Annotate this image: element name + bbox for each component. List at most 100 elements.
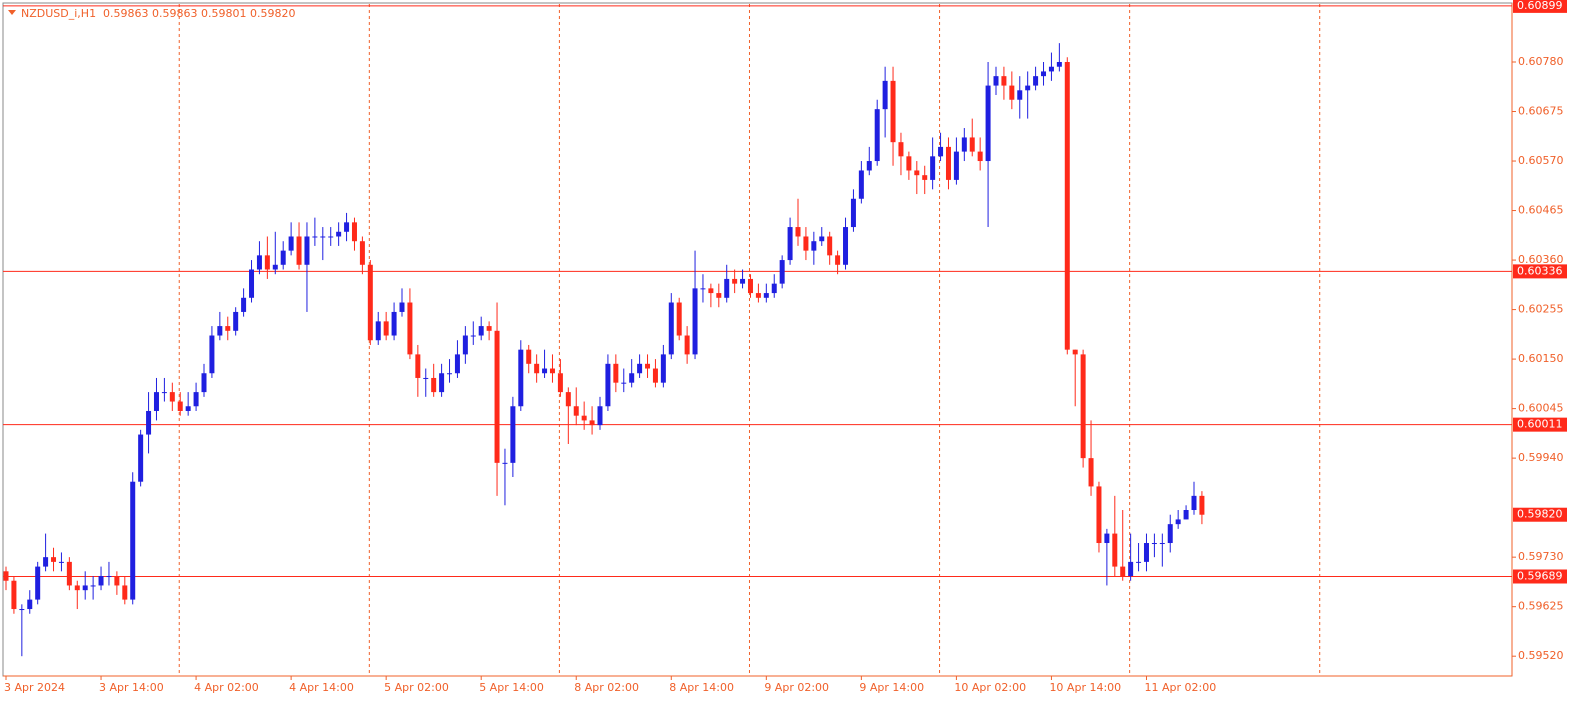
candle-body: [534, 363, 540, 374]
candle-body: [106, 576, 112, 578]
x-tick-label: 3 Apr 14:00: [99, 681, 164, 694]
x-tick-label: 4 Apr 14:00: [289, 681, 354, 694]
candle-body: [82, 585, 88, 591]
collapse-icon[interactable]: [8, 10, 16, 15]
x-tick-label: 10 Apr 14:00: [1049, 681, 1121, 694]
candle-body: [43, 557, 49, 567]
candle-body: [51, 557, 57, 562]
candle-body: [613, 363, 619, 383]
candle-body: [399, 302, 405, 312]
candle-body: [573, 406, 579, 416]
candle-body: [1112, 533, 1118, 567]
candle-body: [708, 288, 714, 294]
candle-body: [447, 373, 453, 375]
candle-body: [11, 580, 17, 610]
candle-body: [209, 335, 215, 374]
candle-body: [233, 311, 239, 331]
candle-body: [1191, 495, 1197, 511]
candle-body: [391, 311, 397, 336]
chart-title: NZDUSD_i,H1: [21, 7, 96, 20]
level-price-label: 0.60011: [1517, 418, 1563, 431]
y-tick-label: 0.60255: [1518, 303, 1564, 316]
candle-body: [882, 80, 888, 110]
level-price-label: 0.60336: [1517, 264, 1563, 277]
candle-body: [153, 392, 159, 411]
candle-body: [74, 585, 80, 591]
y-tick-label: 0.60045: [1518, 402, 1564, 415]
candle-body: [225, 326, 231, 331]
candle-body: [66, 561, 72, 586]
level-price-label: 0.60899: [1517, 0, 1563, 12]
y-tick-label: 0.60465: [1518, 204, 1564, 217]
candle-body: [439, 373, 445, 393]
y-tick-label: 0.59520: [1518, 649, 1564, 662]
candle-body: [763, 293, 769, 298]
candle-body: [486, 326, 492, 331]
candle-body: [217, 326, 223, 336]
candle-body: [724, 278, 730, 298]
candle-body: [130, 481, 136, 600]
y-tick-label: 0.60675: [1518, 105, 1564, 118]
x-tick-label: 8 Apr 02:00: [574, 681, 639, 694]
candle-body: [423, 377, 429, 379]
candle-body: [597, 406, 603, 426]
candle-body: [526, 349, 532, 364]
candle-body: [874, 109, 880, 162]
candle-body: [1088, 458, 1094, 487]
candle-body: [1001, 76, 1007, 86]
y-tick-label: 0.59730: [1518, 550, 1564, 563]
candle-body: [985, 85, 991, 162]
candle-body: [581, 415, 587, 421]
candle-body: [494, 330, 500, 463]
candle-body: [351, 222, 357, 242]
candle-body: [1033, 76, 1039, 86]
candle-body: [827, 236, 833, 256]
candle-body: [90, 585, 96, 587]
candle-body: [201, 373, 207, 393]
x-tick-label: 5 Apr 02:00: [384, 681, 449, 694]
x-tick-label: 10 Apr 02:00: [954, 681, 1026, 694]
candle-body: [35, 566, 41, 600]
candle-body: [1064, 62, 1070, 350]
candle-body: [58, 561, 64, 563]
candle-body: [1136, 561, 1142, 563]
candle-body: [605, 363, 611, 407]
candle-body: [906, 156, 912, 171]
candle-body: [969, 137, 975, 152]
candle-body: [3, 571, 9, 581]
candle-body: [510, 406, 516, 463]
candle-body: [890, 80, 896, 143]
candle-body: [993, 76, 999, 86]
candle-body: [518, 349, 524, 407]
candle-body: [454, 354, 460, 374]
candle-body: [1128, 561, 1134, 577]
candle-body: [637, 363, 643, 374]
candle-body: [1120, 566, 1126, 577]
y-tick-label: 0.59625: [1518, 600, 1564, 613]
candle-body: [700, 288, 706, 290]
candle-body: [589, 420, 595, 426]
candle-body: [676, 302, 682, 336]
level-price-box: [1513, 264, 1567, 279]
candle-body: [747, 278, 753, 294]
level-price-box: [1513, 0, 1567, 13]
candle-body: [692, 288, 698, 355]
candle-body: [328, 236, 334, 238]
candle-body: [185, 406, 191, 411]
candle-body: [1056, 62, 1062, 67]
candle-body: [755, 293, 761, 298]
candle-body: [241, 297, 247, 312]
candle-body: [1151, 543, 1157, 545]
candle-body: [668, 302, 674, 355]
candle-body: [114, 576, 120, 586]
candle-body: [621, 382, 627, 384]
candle-body: [716, 293, 722, 298]
candle-body: [375, 321, 381, 341]
candle-body: [161, 392, 167, 394]
candle-body: [652, 368, 658, 383]
candle-body: [272, 264, 278, 270]
candle-body: [1159, 543, 1165, 545]
candle-body: [470, 335, 476, 337]
x-tick-label: 3 Apr 2024: [4, 681, 65, 694]
